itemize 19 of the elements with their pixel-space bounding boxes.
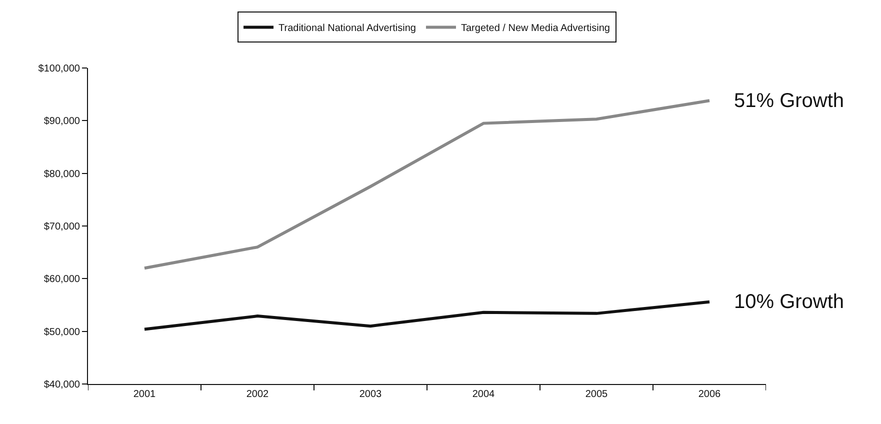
annotation: 10% Growth [734, 291, 844, 313]
x-tick-label: 2005 [585, 389, 608, 400]
x-tick-label: 2003 [359, 389, 382, 400]
line-series [143, 99, 711, 270]
x-tick-label: 2006 [698, 389, 722, 400]
legend-label: Targeted / New Media Advertising [460, 23, 610, 34]
y-tick-label: $100,000 [38, 64, 80, 74]
x-tick-label: 2001 [133, 389, 156, 400]
y-tick-label: $80,000 [44, 168, 80, 180]
y-tick-label: $40,000 [44, 380, 80, 390]
legend-label: Traditional National Advertising [278, 23, 416, 34]
y-tick-label: $60,000 [44, 274, 80, 286]
x-tick-label: 2004 [472, 389, 496, 400]
line-series [143, 300, 711, 331]
x-tick-label: 2002 [246, 389, 270, 400]
annotation: 51% Growth [734, 90, 844, 112]
y-tick-label: $50,000 [44, 326, 80, 338]
y-tick-label: $90,000 [44, 116, 80, 128]
y-tick-label: $70,000 [44, 222, 80, 232]
